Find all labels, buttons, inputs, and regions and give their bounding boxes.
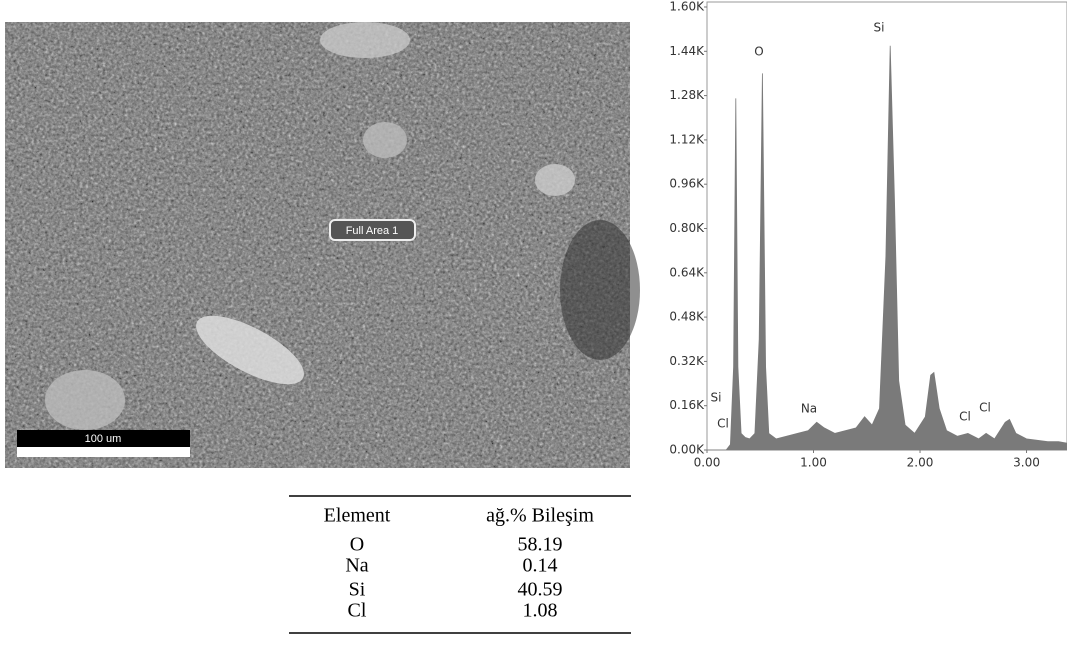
table-cell: Si xyxy=(349,579,366,601)
scale-bar-base xyxy=(17,447,190,457)
table-cell: Na xyxy=(345,555,368,577)
sem-image: Full Area 1 100 um xyxy=(5,22,640,468)
peak-label: Na xyxy=(801,402,817,416)
scale-bar xyxy=(17,430,190,447)
y-tick-label: 0.00K xyxy=(669,443,705,457)
y-tick-label: 0.32K xyxy=(669,354,705,368)
peak-label: Cl xyxy=(959,410,971,424)
peak-label: Cl xyxy=(979,401,991,415)
peak-label: O xyxy=(754,45,763,59)
particle xyxy=(45,370,125,430)
spectrum-chart: 0.00K 0.16K 0.32K 0.48K 0.64K 0.80K 0.96K 1.12K… xyxy=(669,0,1067,470)
table-cell: Cl xyxy=(348,600,367,622)
table-cell: 40.59 xyxy=(518,579,563,601)
area-label: Full Area 1 xyxy=(346,225,399,237)
scale-bar-label: 100 um xyxy=(85,433,122,445)
peak-label: Cl xyxy=(717,417,729,431)
y-tick-label: 0.80K xyxy=(669,221,705,235)
particle xyxy=(320,22,410,58)
table-header: Element xyxy=(324,505,391,527)
table: Element ağ.% Bileşim O 58.19 Na 0.14 Si 40.59 Cl… xyxy=(289,495,631,634)
table-cell: 0.14 xyxy=(523,555,558,577)
shadow xyxy=(560,220,640,360)
y-tick-label: 0.48K xyxy=(669,310,705,324)
table-cell: O xyxy=(350,534,364,556)
particle xyxy=(363,122,407,158)
area-label-box xyxy=(329,219,416,241)
particle xyxy=(196,315,304,385)
spectrum-area xyxy=(707,45,1067,451)
y-tick-label: 0.16K xyxy=(669,398,705,412)
x-tick-label: 1.00 xyxy=(800,456,827,470)
particle xyxy=(535,164,575,196)
x-tick-label: 2.00 xyxy=(907,456,934,470)
x-tick-label: 3.00 xyxy=(1013,456,1040,470)
y-tick-label: 0.64K xyxy=(669,265,705,279)
y-tick-label: 1.12K xyxy=(669,132,705,146)
peak-label: Si xyxy=(711,391,722,405)
y-tick-label: 1.44K xyxy=(669,44,705,58)
table-cell: 1.08 xyxy=(523,600,558,622)
table-cell: 58.19 xyxy=(518,534,563,556)
y-tick-label: 1.60K xyxy=(669,0,705,14)
y-tick-label: 1.28K xyxy=(669,88,705,102)
y-tick-label: 0.96K xyxy=(669,177,705,191)
x-tick-label: 0.00 xyxy=(694,456,721,470)
peak-label: Si xyxy=(874,21,885,35)
table-header: ağ.% Bileşim xyxy=(486,505,594,527)
